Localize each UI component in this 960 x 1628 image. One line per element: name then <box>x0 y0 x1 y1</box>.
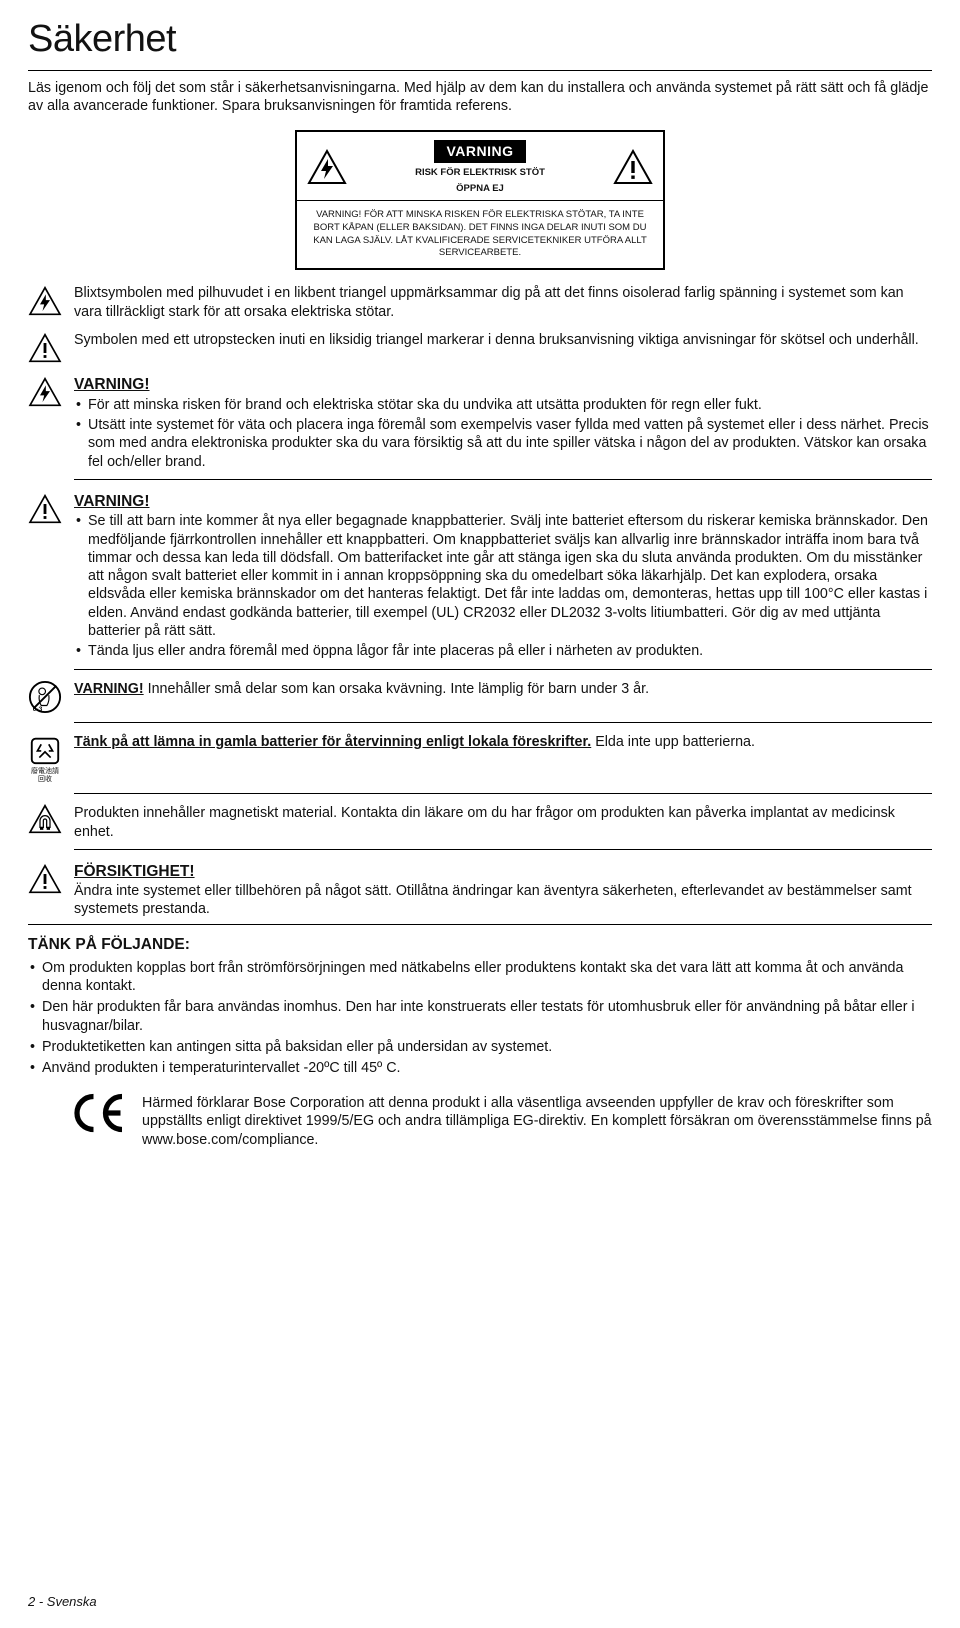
svg-text:0-3: 0-3 <box>33 706 43 713</box>
recycle-row: 廢電池請回收 Tänk på att lämna in gamla batter… <box>28 733 932 786</box>
recycle-rest: Elda inte upp batterierna. <box>591 734 755 750</box>
warning-box-sub1: RISK FÖR ELEKTRISK STÖT <box>347 167 613 178</box>
divider <box>74 793 932 794</box>
choke-text: VARNING! Innehåller små delar som kan or… <box>74 680 932 699</box>
bolt-symbol-text: Blixtsymbolen med pilhuvudet i en likben… <box>74 284 932 321</box>
recycle-text: Tänk på att lämna in gamla batterier för… <box>74 733 932 752</box>
warning2-list: Se till att barn inte kommer åt nya elle… <box>74 512 932 660</box>
choke-body: Innehåller små delar som kan orsaka kväv… <box>144 681 649 697</box>
list-item: Tända ljus eller andra föremål med öppna… <box>74 642 932 660</box>
warning1-list: För att minska risken för brand och elek… <box>74 396 932 471</box>
warning-box-header: VARNING RISK FÖR ELEKTRISK STÖT ÖPPNA EJ <box>297 132 663 201</box>
ce-mark-icon <box>68 1092 128 1134</box>
think-list: Om produkten kopplas bort från strömförs… <box>28 959 932 1078</box>
caution-section: FÖRSIKTIGHET! Ändra inte systemet eller … <box>28 862 932 918</box>
exclamation-triangle-icon <box>28 494 62 524</box>
divider <box>74 722 932 723</box>
battery-recycle-icon: 廢電池請回收 <box>28 733 62 786</box>
page-footer: 2 - Svenska <box>28 1594 97 1610</box>
exclamation-triangle-icon <box>613 149 653 185</box>
magnet-row: Produkten innehåller magnetiskt material… <box>28 804 932 841</box>
ce-text: Härmed förklarar Bose Corporation att de… <box>142 1092 932 1150</box>
think-title: TÄNK PÅ FÖLJANDE: <box>28 935 932 954</box>
list-item: Den här produkten får bara användas inom… <box>28 998 932 1035</box>
warning-box: VARNING RISK FÖR ELEKTRISK STÖT ÖPPNA EJ… <box>295 130 665 271</box>
intro-text: Läs igenom och följ det som står i säker… <box>28 79 932 116</box>
exclamation-triangle-icon <box>28 864 62 894</box>
page-title: Säkerhet <box>28 16 932 64</box>
excl-symbol-text: Symbolen med ett utropstecken inuti en l… <box>74 331 932 350</box>
list-item: Utsätt inte systemet för väta och placer… <box>74 416 932 471</box>
warning-section-2: VARNING! Se till att barn inte kommer åt… <box>28 492 932 663</box>
caution-text: Ändra inte systemet eller tillbehören på… <box>74 883 932 919</box>
list-item: Produktetiketten kan antingen sitta på b… <box>28 1038 932 1056</box>
caution-title: FÖRSIKTIGHET! <box>74 862 932 881</box>
recycle-bold: Tänk på att lämna in gamla batterier för… <box>74 734 591 750</box>
list-item: För att minska risken för brand och elek… <box>74 396 932 414</box>
choking-hazard-icon: 0-3 <box>28 680 62 714</box>
ce-row: Härmed förklarar Bose Corporation att de… <box>68 1092 932 1150</box>
list-item: Använd produkten i temperaturintervallet… <box>28 1059 932 1077</box>
bolt-triangle-icon <box>28 286 62 316</box>
choke-label: VARNING! <box>74 681 144 697</box>
bolt-symbol-row: Blixtsymbolen med pilhuvudet i en likben… <box>28 284 932 321</box>
recycle-under-text: 廢電池請回收 <box>28 768 62 786</box>
warning1-title: VARNING! <box>74 375 932 394</box>
warning-section-1: VARNING! För att minska risken för brand… <box>28 375 932 473</box>
divider <box>74 479 932 480</box>
magnet-triangle-icon <box>28 804 62 834</box>
magnet-text: Produkten innehåller magnetiskt material… <box>74 804 932 841</box>
list-item: Om produkten kopplas bort från strömförs… <box>28 959 932 996</box>
divider <box>74 849 932 850</box>
bolt-triangle-icon <box>307 149 347 185</box>
exclamation-triangle-icon <box>28 333 62 363</box>
title-underline <box>28 70 932 71</box>
warning2-title: VARNING! <box>74 492 932 511</box>
warning-box-body: VARNING! FÖR ATT MINSKA RISKEN FÖR ELEKT… <box>297 201 663 268</box>
list-item: Se till att barn inte kommer åt nya elle… <box>74 512 932 640</box>
bolt-triangle-icon <box>28 377 62 407</box>
warning-box-title: VARNING <box>434 140 525 164</box>
excl-symbol-row: Symbolen med ett utropstecken inuti en l… <box>28 331 932 363</box>
divider <box>74 669 932 670</box>
divider <box>28 924 932 925</box>
choke-row: 0-3 VARNING! Innehåller små delar som ka… <box>28 680 932 714</box>
warning-box-sub2: ÖPPNA EJ <box>347 183 613 194</box>
